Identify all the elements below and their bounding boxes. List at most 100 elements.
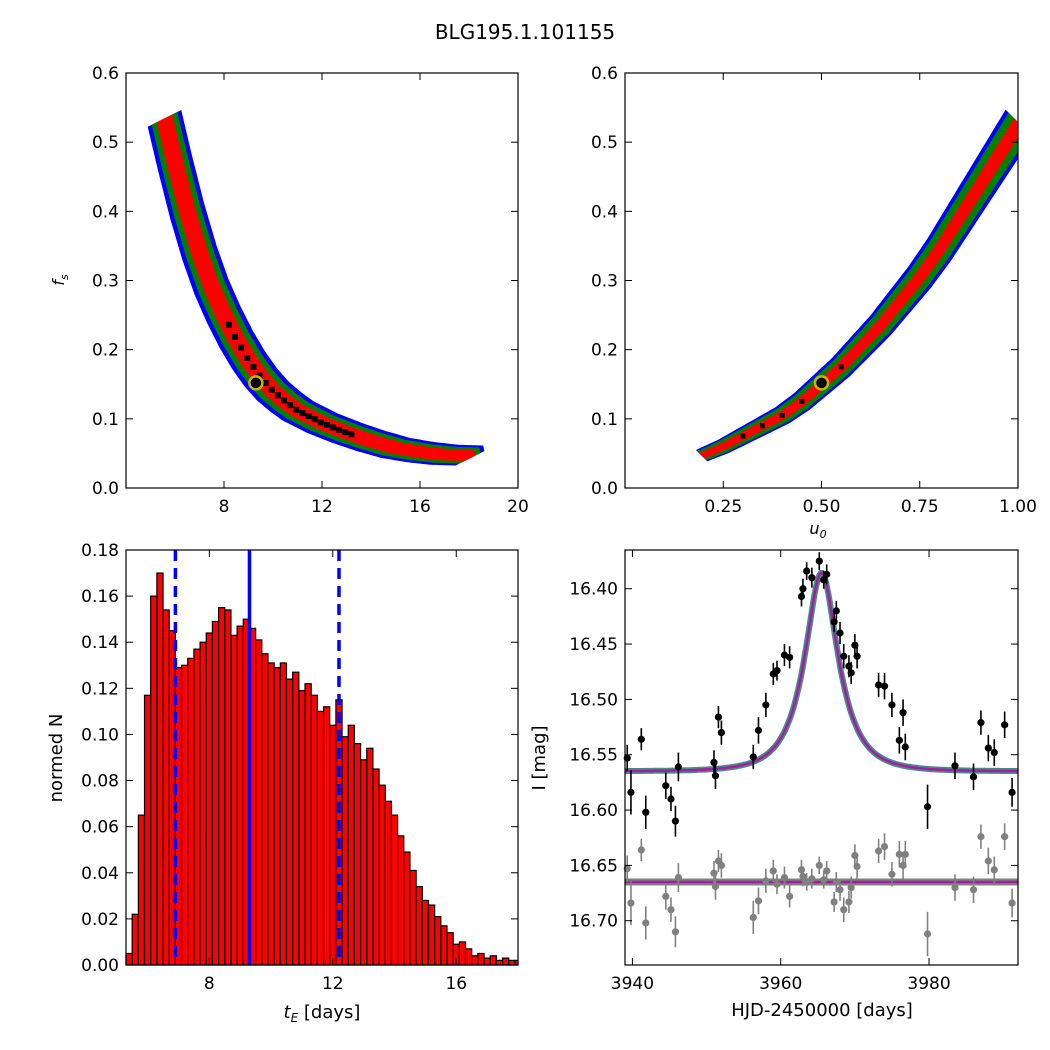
data-point bbox=[832, 607, 840, 615]
data-point bbox=[754, 726, 763, 734]
data-point bbox=[717, 861, 725, 870]
histogram-bar bbox=[150, 595, 158, 966]
data-point bbox=[847, 883, 855, 892]
data-point bbox=[627, 788, 635, 796]
data-point bbox=[823, 867, 831, 875]
y-tick-label: 16.50 bbox=[569, 690, 618, 710]
likelihood-peak-cell bbox=[342, 429, 349, 436]
data-point bbox=[815, 861, 823, 870]
likelihood-peak-cell bbox=[779, 412, 785, 418]
likelihood-peak-cell bbox=[238, 344, 245, 351]
likelihood-peak-cell bbox=[760, 423, 766, 429]
x-tick-label: 12 bbox=[322, 974, 344, 994]
data-point bbox=[710, 869, 718, 877]
data-point bbox=[711, 882, 720, 891]
axes-frame bbox=[624, 549, 1019, 966]
data-point bbox=[836, 886, 844, 894]
likelihood-peak-cell bbox=[274, 392, 281, 399]
histogram-bar bbox=[341, 736, 349, 966]
y-tick-label: 0.4 bbox=[591, 202, 618, 222]
x-tick-label: 16 bbox=[445, 974, 467, 994]
data-point bbox=[717, 729, 725, 737]
histogram-bar bbox=[267, 662, 275, 966]
histogram-bar bbox=[372, 768, 380, 966]
likelihood-peak-cell bbox=[336, 426, 343, 433]
histogram-bar bbox=[446, 932, 454, 966]
y-tick-label: 0.6 bbox=[591, 64, 618, 84]
data-point bbox=[874, 847, 883, 855]
data-point bbox=[1008, 899, 1016, 907]
data-point bbox=[803, 878, 811, 886]
data-point bbox=[799, 872, 807, 881]
panel-lightcurve: 3940 3960 3980 16.40 16.45 16.50 16.55 16.60 16.… bbox=[529, 549, 1019, 1021]
data-point bbox=[662, 892, 670, 900]
data-point bbox=[880, 682, 889, 690]
data-point bbox=[711, 772, 720, 780]
data-point bbox=[888, 870, 896, 878]
histogram-bar bbox=[471, 955, 479, 966]
likelihood-peak-cell bbox=[250, 363, 257, 370]
x-tick-label: 0.75 bbox=[901, 497, 939, 517]
histogram-bar bbox=[329, 724, 337, 966]
y-tick-label: 0.02 bbox=[81, 910, 119, 930]
axes-frame bbox=[125, 72, 519, 489]
data-point bbox=[984, 744, 992, 752]
likelihood-peak-cell bbox=[299, 410, 306, 417]
data-point bbox=[923, 930, 932, 938]
histogram-bar bbox=[427, 904, 436, 966]
data-point bbox=[923, 803, 932, 811]
y-axis-label: fs bbox=[49, 274, 71, 286]
data-point bbox=[840, 652, 848, 660]
histogram-bar bbox=[384, 800, 393, 966]
data-point bbox=[1008, 788, 1016, 796]
y-tick-label: 0.1 bbox=[591, 410, 618, 430]
histogram-bar bbox=[434, 915, 442, 966]
histogram-bar bbox=[199, 641, 207, 966]
best-fit-marker bbox=[813, 375, 830, 391]
likelihood-peak-cell bbox=[293, 406, 300, 413]
x-tick-label: 16 bbox=[409, 497, 431, 517]
histogram-bar bbox=[224, 609, 232, 966]
data-point bbox=[637, 846, 645, 854]
data-point bbox=[754, 897, 763, 905]
histogram-bar bbox=[279, 662, 288, 966]
data-point bbox=[853, 862, 861, 871]
histogram-bar bbox=[366, 747, 374, 966]
data-point bbox=[901, 850, 909, 858]
y-tick-label: 0.1 bbox=[92, 410, 119, 430]
histogram-bar bbox=[483, 957, 491, 966]
data-point bbox=[823, 570, 831, 578]
histogram-bar bbox=[156, 572, 164, 966]
histogram-bar bbox=[390, 814, 399, 966]
x-tick-label: 12 bbox=[311, 497, 333, 517]
y-tick-label: 0.5 bbox=[591, 133, 618, 153]
histogram-bar bbox=[322, 706, 331, 966]
data-point bbox=[951, 762, 959, 770]
histogram-bar bbox=[131, 913, 139, 966]
y-tick-label: 16.40 bbox=[569, 580, 618, 600]
x-axis-label: tE [days] bbox=[284, 1002, 361, 1025]
model-curve bbox=[625, 571, 1018, 773]
histogram-bar bbox=[273, 666, 281, 966]
data-point bbox=[769, 867, 777, 875]
y-tick-label: 0.10 bbox=[81, 725, 119, 745]
histogram-bar bbox=[409, 869, 417, 966]
data-point bbox=[880, 842, 889, 851]
y-tick-label: 0.04 bbox=[81, 864, 119, 884]
panel-te-histogram: 8 12 16 0.00 0.02 0.04 0.06 0.08 0.10 0.12 0.14 0.1… bbox=[46, 541, 519, 1025]
y-tick-label: 0.0 bbox=[591, 479, 618, 499]
data-point bbox=[990, 866, 998, 874]
data-point bbox=[780, 873, 789, 882]
histogram-bar bbox=[316, 710, 325, 966]
data-point bbox=[901, 743, 909, 751]
histogram-bar bbox=[285, 678, 294, 966]
data-point bbox=[714, 713, 723, 721]
x-axis-label: u0 bbox=[809, 519, 826, 541]
histogram-bar bbox=[477, 952, 485, 966]
y-tick-label: 0.18 bbox=[81, 541, 119, 561]
histogram-bar bbox=[137, 814, 146, 966]
y-tick-label: 0.12 bbox=[81, 679, 119, 699]
histogram-bar bbox=[501, 957, 510, 966]
y-tick-label: 0.2 bbox=[92, 341, 119, 361]
